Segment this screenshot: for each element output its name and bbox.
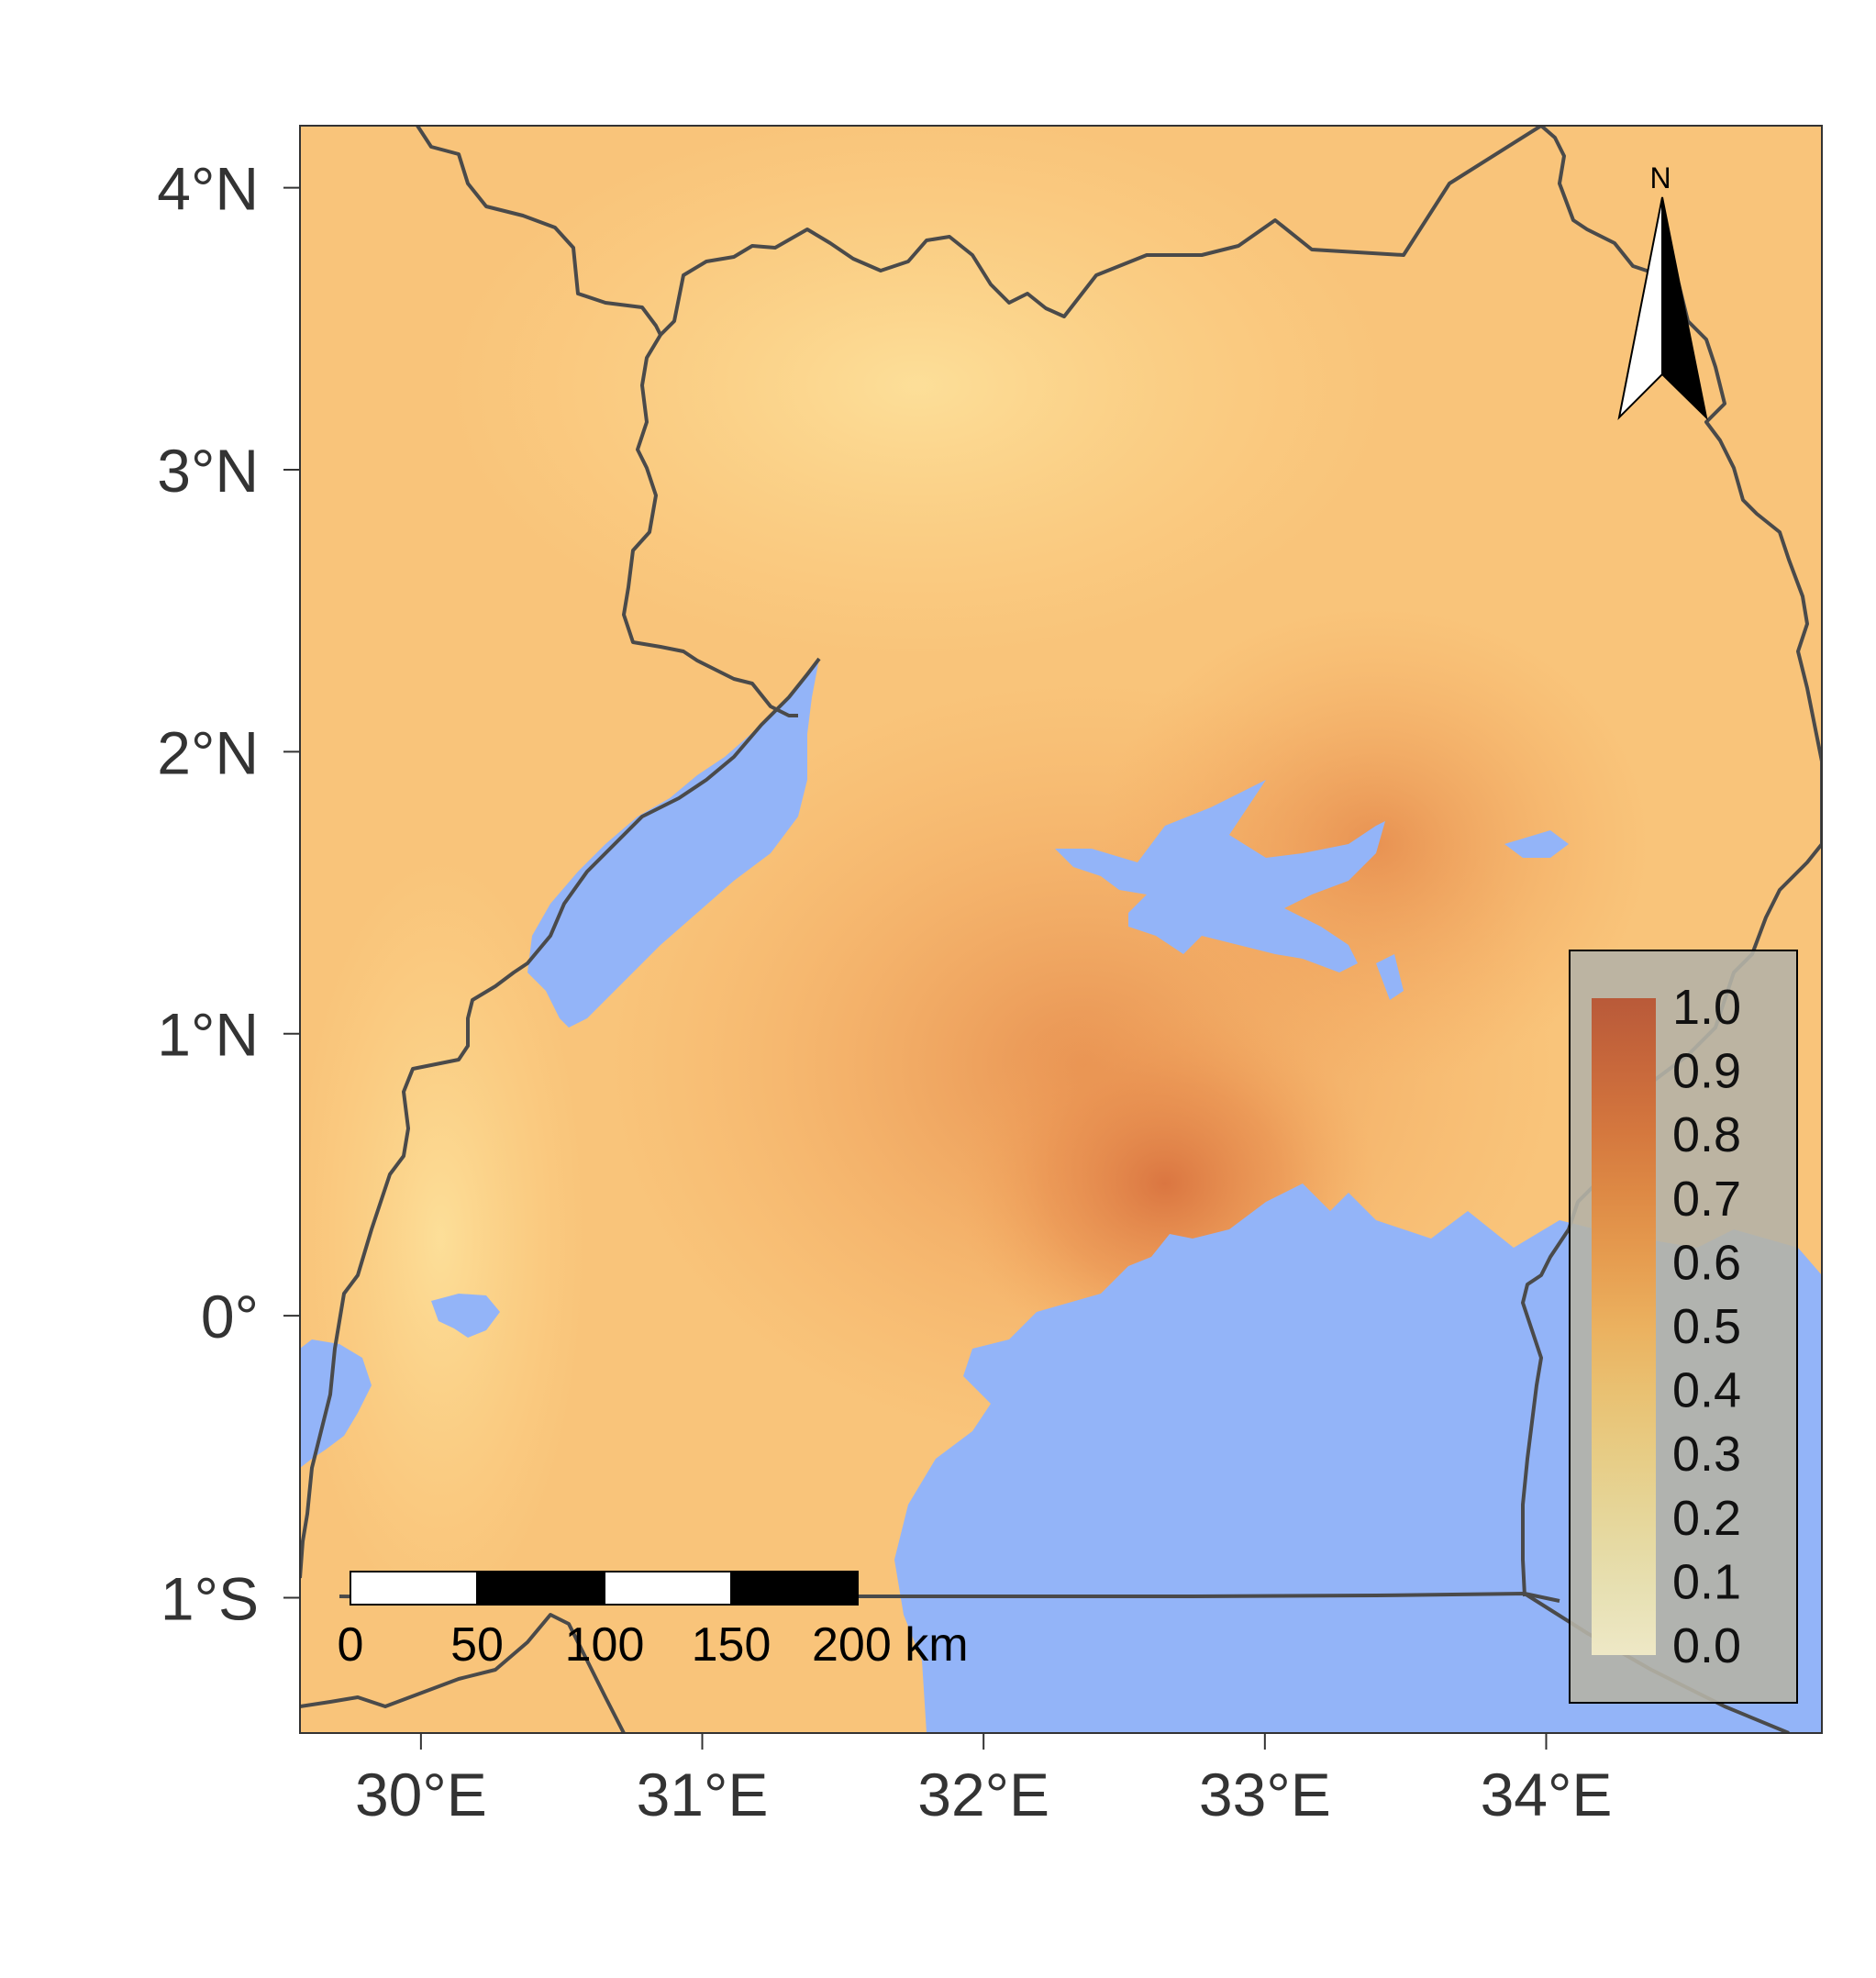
legend-label: 0.8 <box>1672 1107 1741 1162</box>
north-arrow-right-half <box>1661 196 1708 420</box>
lon-tick-label: 31°E <box>637 1761 769 1828</box>
legend-label: 0.3 <box>1672 1427 1741 1482</box>
scale-label: 200 km <box>812 1618 969 1672</box>
scale-bar: 0 50 100 150 200 km <box>338 1571 969 1672</box>
legend-label: 0.0 <box>1672 1618 1741 1673</box>
scale-segment-1 <box>350 1571 478 1606</box>
lake-kwania-east <box>1504 830 1569 858</box>
cool-zone-north <box>440 126 1394 661</box>
rwanda-border <box>300 1613 626 1733</box>
lake-albert <box>527 659 819 1028</box>
lake-bisina <box>1376 954 1404 1000</box>
lon-tick-label: 33°E <box>1199 1761 1331 1828</box>
lake-kyoga <box>1055 780 1385 972</box>
lat-tick-label: 4°N <box>157 155 259 223</box>
uganda-border-northwest <box>622 333 798 717</box>
scale-segment-3 <box>604 1571 732 1606</box>
scale-label: 150 <box>692 1618 771 1672</box>
north-label: N <box>1649 161 1671 194</box>
lake-george <box>431 1294 500 1338</box>
legend-label: 0.4 <box>1672 1363 1741 1418</box>
scale-labels: 0 50 100 150 200 km <box>338 1618 969 1672</box>
legend-label: 0.6 <box>1672 1235 1741 1290</box>
lon-tick-label: 32°E <box>917 1761 1049 1828</box>
uganda-border-west <box>300 657 821 1579</box>
legend-labels: 1.0 0.9 0.8 0.7 0.6 0.5 0.4 0.3 0.2 0.1 0.0 <box>1672 980 1741 1673</box>
scale-segment-4 <box>730 1571 859 1606</box>
scale-label: 50 <box>450 1618 504 1672</box>
lat-tick-label: 0° <box>201 1283 259 1350</box>
legend-colorbar <box>1592 998 1656 1655</box>
lon-tick-label: 30°E <box>355 1761 487 1828</box>
legend-label: 0.9 <box>1672 1044 1741 1099</box>
map-frame <box>299 125 1823 1734</box>
lat-tick-label: 2°N <box>157 718 259 786</box>
lat-tick-label: 1°S <box>161 1564 259 1632</box>
lat-tick-label: 3°N <box>157 437 259 505</box>
scale-label: 100 <box>565 1618 645 1672</box>
latitude-axis: 4°N 3°N 2°N 1°N 0° 1°S <box>157 155 300 1632</box>
longitude-axis: 30°E 31°E 32°E 33°E 34°E <box>355 1733 1612 1828</box>
legend-label: 0.2 <box>1672 1491 1741 1546</box>
legend-label: 0.7 <box>1672 1172 1741 1227</box>
lat-tick-label: 1°N <box>157 1001 259 1069</box>
uganda-border-north <box>416 126 1543 337</box>
scale-label: 0 <box>338 1618 364 1672</box>
north-arrow-icon: N <box>1617 161 1708 421</box>
lake-edward <box>300 1339 372 1468</box>
lon-tick-label: 34°E <box>1481 1761 1613 1828</box>
scale-segment-2 <box>476 1571 605 1606</box>
legend-label: 0.5 <box>1672 1299 1741 1354</box>
legend-label: 1.0 <box>1672 980 1741 1035</box>
legend-label: 0.1 <box>1672 1554 1741 1609</box>
cool-zone-west <box>300 853 587 1624</box>
legend: 1.0 0.9 0.8 0.7 0.6 0.5 0.4 0.3 0.2 0.1 0.0 <box>1569 950 1798 1704</box>
